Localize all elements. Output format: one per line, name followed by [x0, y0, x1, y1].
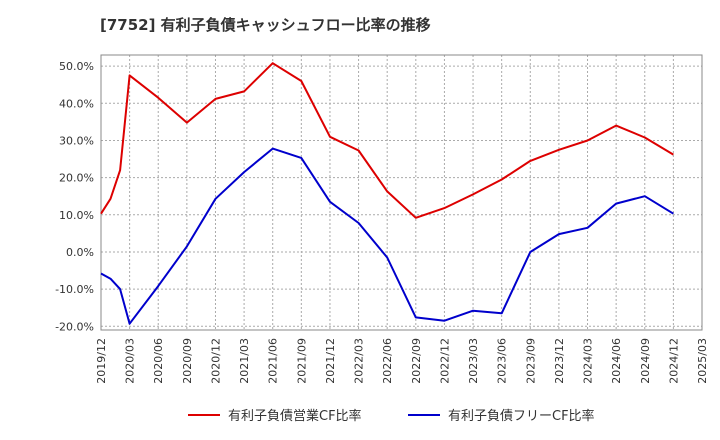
x-tick-label: 2022/03 [353, 338, 366, 384]
chart-title: [7752] 有利子負債キャッシュフロー比率の推移 [100, 16, 431, 34]
x-tick-label: 2021/03 [238, 338, 251, 384]
y-tick-label: 10.0% [59, 209, 94, 222]
chart-grid [101, 55, 702, 330]
legend-label-2: 有利子負債フリーCF比率 [448, 408, 595, 424]
x-tick-label: 2025/03 [696, 338, 709, 384]
x-tick-label: 2024/06 [610, 338, 623, 384]
x-tick-label: 2024/09 [639, 338, 652, 384]
x-tick-label: 2020/12 [209, 338, 222, 384]
y-tick-label: -20.0% [55, 320, 94, 333]
legend-label-1: 有利子負債営業CF比率 [228, 408, 362, 424]
x-tick-label: 2023/03 [467, 338, 480, 384]
y-tick-label: 50.0% [59, 60, 94, 73]
x-tick-label: 2020/06 [152, 338, 165, 384]
series-line-1 [100, 62, 674, 219]
x-tick-label: 2023/12 [553, 338, 566, 384]
y-axis: 50.0% 40.0% 30.0% 20.0% 10.0% 0.0% -10.0% -20.0… [55, 60, 94, 333]
y-tick-label: 30.0% [59, 134, 94, 147]
y-tick-label: 0.0% [66, 246, 94, 259]
x-tick-label: 2023/06 [496, 338, 509, 384]
y-tick-label: -10.0% [55, 283, 94, 296]
y-tick-label: 20.0% [59, 172, 94, 185]
x-tick-label: 2020/03 [124, 338, 137, 384]
x-tick-label: 2022/09 [410, 338, 423, 384]
x-tick-label: 2022/06 [381, 338, 394, 384]
series-line-2 [100, 147, 674, 325]
x-tick-label: 2021/06 [267, 338, 280, 384]
plot-area [100, 54, 703, 331]
x-tick-label: 2022/12 [438, 338, 451, 384]
legend: 有利子負債営業CF比率 有利子負債フリーCF比率 [188, 408, 595, 424]
x-tick-label: 2019/12 [95, 338, 108, 384]
x-axis: 2019/12 2020/03 2020/06 2020/09 2020/12 2021/… [95, 338, 709, 384]
x-tick-label: 2021/12 [324, 338, 337, 384]
chart-series [100, 62, 674, 325]
x-tick-label: 2021/09 [295, 338, 308, 384]
y-tick-label: 40.0% [59, 97, 94, 110]
x-tick-label: 2020/09 [181, 338, 194, 384]
x-tick-label: 2024/12 [667, 338, 680, 384]
x-tick-label: 2024/03 [582, 338, 595, 384]
x-tick-label: 2023/09 [524, 338, 537, 384]
